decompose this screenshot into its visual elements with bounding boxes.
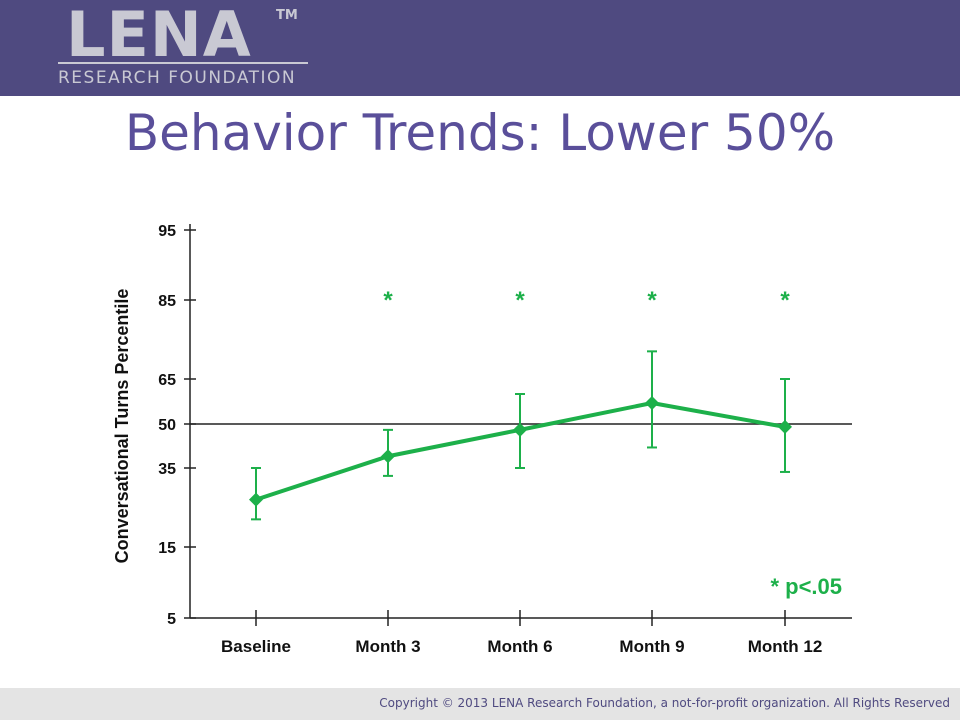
y-tick-label: 15 (158, 540, 176, 557)
copyright-text: Copyright © 2013 LENA Research Foundatio… (379, 696, 950, 710)
lena-logo: LENA (66, 0, 252, 71)
data-point (645, 396, 659, 410)
slide-title: Behavior Trends: Lower 50% (124, 104, 836, 162)
data-point (381, 449, 395, 464)
y-axis-label: Conversational Turns Percentile (112, 289, 132, 564)
x-tick-label: Month 6 (487, 637, 552, 656)
data-point (513, 422, 527, 437)
x-tick-label: Month 9 (619, 637, 684, 656)
y-tick-label: 5 (167, 611, 176, 628)
header-banner: LENA TM RESEARCH FOUNDATION (0, 0, 960, 96)
significance-marker: * (515, 287, 525, 314)
trademark-mark: TM (276, 8, 298, 23)
x-tick-label: Baseline (221, 637, 291, 656)
logo-subtitle: RESEARCH FOUNDATION (58, 68, 297, 88)
footer-bar: Copyright © 2013 LENA Research Foundatio… (0, 688, 960, 720)
logo-divider (58, 62, 308, 64)
data-point (249, 492, 263, 507)
data-point (778, 419, 792, 434)
line-chart: 95 85 65 50 35 15 5 Conversational Turns Percen… (112, 223, 852, 656)
significance-marker: * (383, 287, 393, 314)
y-tick-label: 65 (158, 372, 176, 389)
y-tick-label: 50 (158, 417, 176, 434)
x-tick-label: Month 3 (355, 637, 420, 656)
significance-annotation: * p<.05 (770, 574, 842, 599)
y-tick-label: 95 (158, 223, 176, 240)
y-tick-label: 35 (158, 461, 176, 478)
significance-marker: * (647, 287, 657, 314)
significance-marker: * (780, 287, 790, 314)
x-tick-label: Month 12 (748, 637, 823, 656)
y-tick-label: 85 (158, 293, 176, 310)
